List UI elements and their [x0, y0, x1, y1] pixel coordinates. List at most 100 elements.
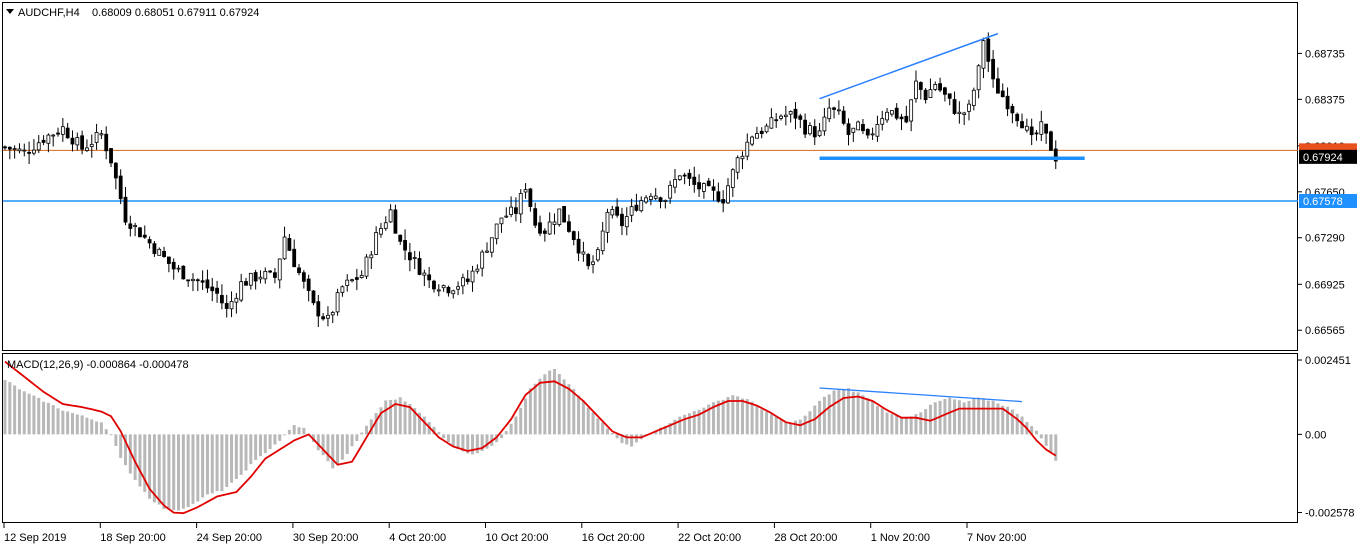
candle — [166, 256, 171, 273]
macd-histogram-bar — [620, 434, 624, 444]
candle — [639, 196, 644, 213]
candle — [745, 133, 750, 161]
macd-histogram-bar — [909, 416, 913, 435]
candle — [1020, 113, 1024, 129]
candle — [142, 225, 147, 239]
candle — [3, 145, 7, 151]
candle — [971, 87, 976, 111]
macd-histogram-bar — [610, 432, 614, 435]
candle — [1049, 130, 1053, 151]
candle — [80, 130, 85, 155]
macd-histogram-bar — [765, 411, 769, 435]
macd-histogram-bar — [856, 392, 860, 435]
macd-histogram-bar — [157, 434, 161, 505]
candle — [398, 234, 403, 245]
candle — [567, 214, 571, 233]
macd-histogram-bar — [90, 419, 94, 435]
macd-histogram-bar — [827, 394, 831, 435]
macd-histogram-bar — [162, 434, 166, 510]
macd-histogram-bar — [384, 400, 388, 435]
candle — [904, 105, 909, 124]
macd-histogram-bar — [702, 407, 706, 435]
macd-histogram-bar — [943, 399, 947, 435]
time-axis-label: 4 Oct 20:00 — [389, 532, 446, 544]
macd-histogram-bar — [278, 434, 282, 441]
candle — [1000, 83, 1005, 98]
macd-histogram-bar — [172, 434, 176, 511]
macd-histogram-bar — [784, 421, 788, 435]
macd-histogram-bar — [996, 403, 1000, 435]
candle — [364, 254, 369, 279]
macd-histogram-bar — [789, 423, 793, 435]
macd-histogram-bar — [75, 414, 79, 435]
macd-histogram-bar — [124, 434, 127, 466]
macd-histogram-bar — [634, 434, 638, 443]
macd-histogram-bar — [418, 412, 422, 435]
candle — [962, 111, 967, 126]
candle — [774, 113, 779, 128]
candle — [803, 113, 808, 138]
macd-histogram-bar — [731, 395, 735, 435]
macd-histogram-bar — [866, 398, 870, 435]
candle — [692, 166, 697, 193]
macd-histogram-bar — [774, 416, 778, 435]
candle — [205, 269, 210, 293]
macd-histogram-bar — [374, 413, 378, 435]
candle — [195, 278, 200, 292]
macd-histogram-bar — [181, 434, 185, 509]
candle — [350, 278, 354, 283]
macd-histogram-bar — [668, 422, 672, 435]
macd-histogram-bar — [524, 398, 528, 435]
candle — [301, 270, 306, 289]
macd-histogram-bar — [442, 434, 446, 439]
menu-arrow-icon[interactable] — [6, 9, 14, 14]
symbol-title: AUDCHF,H4 — [18, 7, 80, 19]
macd-histogram-bar — [234, 434, 238, 479]
candle — [475, 264, 480, 274]
macd-histogram-bar — [962, 402, 966, 435]
candle — [311, 289, 316, 306]
candle — [788, 110, 793, 123]
candle — [702, 182, 706, 199]
candle — [17, 143, 22, 154]
macd-histogram-bar — [803, 415, 807, 435]
candle — [277, 258, 282, 289]
macd-histogram-bar — [847, 388, 850, 435]
macd-histogram-bar — [808, 411, 812, 435]
candle — [870, 127, 875, 141]
macd-histogram-bar — [885, 412, 889, 435]
macd-histogram-bar — [13, 385, 17, 435]
candle — [99, 129, 104, 139]
candle — [957, 101, 962, 124]
macd-histogram-bar — [350, 434, 354, 447]
candle — [923, 87, 928, 104]
candle — [359, 270, 364, 279]
rising-trendline[interactable] — [819, 32, 999, 100]
candle — [427, 267, 432, 289]
price-pane-frame — [2, 2, 1298, 351]
candle — [22, 143, 27, 157]
candle — [721, 190, 726, 213]
candle — [32, 139, 36, 156]
candle — [152, 241, 157, 257]
macd-histogram-bar — [606, 428, 609, 435]
macd-divergence-line[interactable] — [819, 387, 1023, 403]
candle — [268, 270, 273, 274]
macd-histogram-bar — [740, 398, 744, 435]
candle — [586, 252, 591, 270]
candle — [697, 174, 701, 197]
macd-histogram-bar — [215, 434, 219, 492]
candle — [610, 205, 615, 219]
candle — [470, 265, 475, 292]
candle — [808, 122, 812, 136]
candle — [798, 113, 803, 129]
candle — [388, 204, 393, 223]
macd-histogram-bar — [437, 432, 441, 435]
macd-histogram-bar — [683, 414, 687, 435]
candle — [846, 118, 851, 146]
candle — [504, 207, 509, 218]
macd-histogram-bar — [581, 400, 585, 435]
macd-histogram-bar — [528, 388, 532, 435]
candle — [12, 145, 17, 159]
